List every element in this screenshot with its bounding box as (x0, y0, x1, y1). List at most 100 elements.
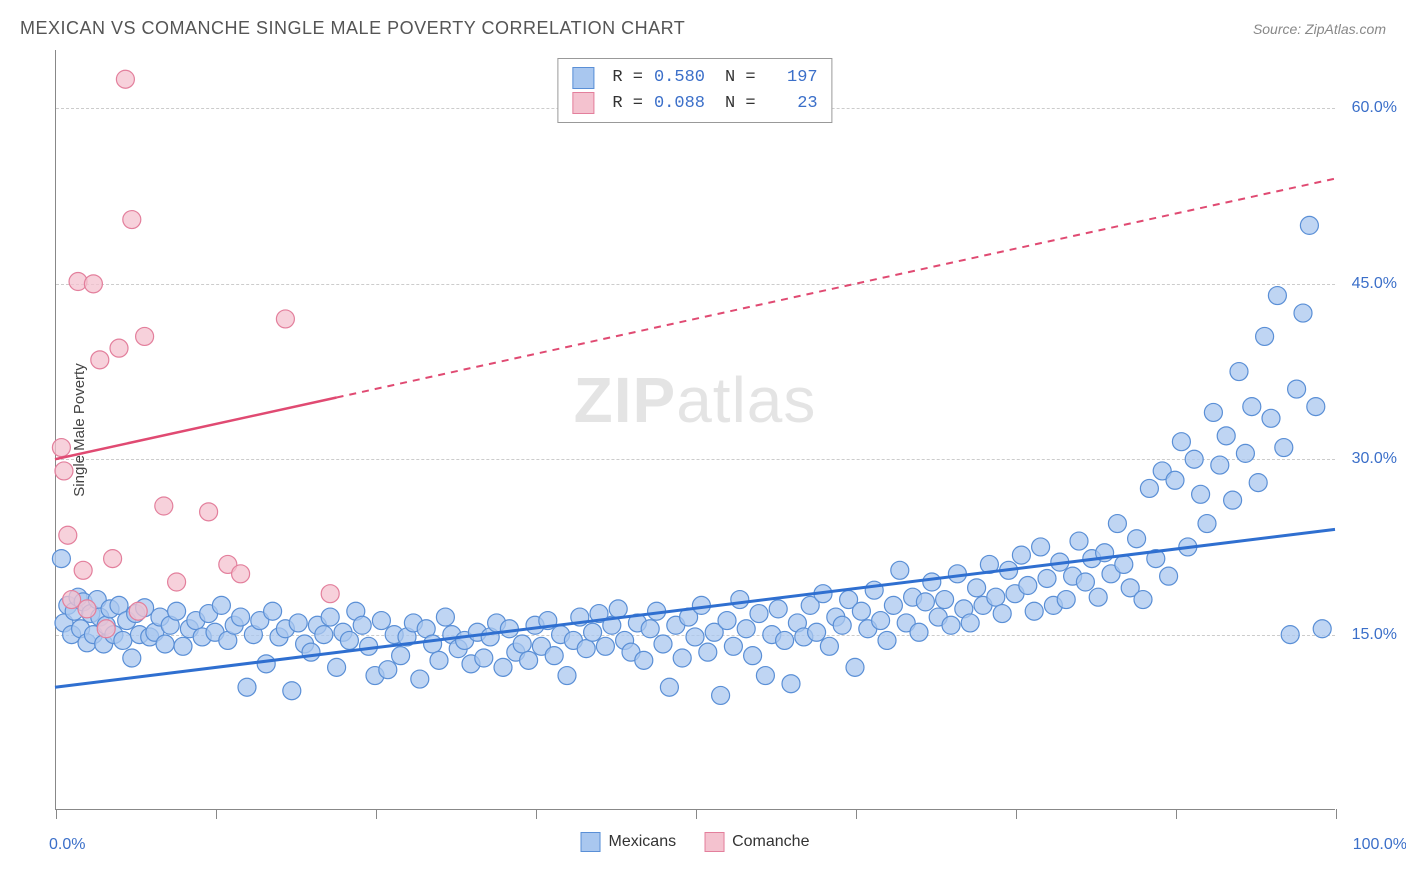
data-point (1211, 456, 1229, 474)
x-tick (536, 809, 537, 819)
data-point (750, 605, 768, 623)
data-point (321, 608, 339, 626)
data-point (340, 631, 358, 649)
data-point (1281, 626, 1299, 644)
legend-row: R =0.580N =197 (572, 65, 817, 91)
data-point (104, 550, 122, 568)
data-point (430, 651, 448, 669)
data-point (513, 635, 531, 653)
data-point (321, 585, 339, 603)
data-point (820, 637, 838, 655)
legend-swatch (704, 832, 724, 852)
trend-line-extrapolated (337, 179, 1335, 398)
data-point (276, 310, 294, 328)
x-tick (1176, 809, 1177, 819)
data-point (1243, 398, 1261, 416)
data-point (1256, 327, 1274, 345)
data-point (1128, 530, 1146, 548)
legend-n-value: 23 (766, 91, 818, 117)
data-point (1172, 433, 1190, 451)
data-point (500, 620, 518, 638)
data-point (654, 635, 672, 653)
legend-r-value: 0.580 (653, 65, 705, 91)
data-point (1057, 591, 1075, 609)
legend-row: R =0.088N =23 (572, 91, 817, 117)
data-point (756, 667, 774, 685)
data-point (1294, 304, 1312, 322)
data-point (1134, 591, 1152, 609)
data-point (936, 591, 954, 609)
data-point (833, 616, 851, 634)
legend-item: Mexicans (581, 832, 677, 852)
data-point (641, 620, 659, 638)
x-tick (1336, 809, 1337, 819)
data-point (916, 593, 934, 611)
data-point (1019, 577, 1037, 595)
data-point (1262, 409, 1280, 427)
data-point (724, 637, 742, 655)
data-point (1300, 216, 1318, 234)
x-tick (56, 809, 57, 819)
data-point (769, 600, 787, 618)
data-point (673, 649, 691, 667)
legend-r-value: 0.088 (653, 91, 705, 117)
data-point (1275, 439, 1293, 457)
data-point (577, 640, 595, 658)
plot-area: Single Male Poverty ZIPatlas R =0.580N =… (55, 50, 1335, 810)
legend-swatch (572, 92, 594, 114)
data-point (1108, 515, 1126, 533)
source-attribution: Source: ZipAtlas.com (1253, 21, 1386, 37)
data-point (718, 612, 736, 630)
trend-line (55, 397, 337, 459)
x-tick (216, 809, 217, 819)
data-point (84, 275, 102, 293)
data-point (129, 602, 147, 620)
data-point (1089, 588, 1107, 606)
data-point (776, 631, 794, 649)
data-point (238, 678, 256, 696)
data-point (1115, 555, 1133, 573)
correlation-legend: R =0.580N =197R =0.088N =23 (557, 58, 832, 123)
x-min-label: 0.0% (49, 836, 85, 854)
data-point (424, 635, 442, 653)
data-point (1313, 620, 1331, 638)
data-point (737, 620, 755, 638)
data-point (52, 550, 70, 568)
data-point (123, 649, 141, 667)
data-point (475, 649, 493, 667)
data-point (114, 631, 132, 649)
data-point (782, 675, 800, 693)
scatter-svg (55, 50, 1335, 810)
y-tick-label: 60.0% (1352, 99, 1397, 117)
data-point (372, 612, 390, 630)
data-point (1076, 573, 1094, 591)
data-point (200, 503, 218, 521)
data-point (1230, 363, 1248, 381)
data-point (712, 686, 730, 704)
data-point (1249, 474, 1267, 492)
data-point (1166, 471, 1184, 489)
data-point (212, 596, 230, 614)
data-point (545, 647, 563, 665)
data-point (1224, 491, 1242, 509)
data-point (584, 623, 602, 641)
data-point (968, 579, 986, 597)
legend-r-label: R = (612, 91, 643, 117)
data-point (156, 635, 174, 653)
x-tick (1016, 809, 1017, 819)
data-point (1204, 403, 1222, 421)
data-point (1288, 380, 1306, 398)
data-point (942, 616, 960, 634)
data-point (884, 596, 902, 614)
data-point (283, 682, 301, 700)
data-point (686, 628, 704, 646)
data-point (1307, 398, 1325, 416)
data-point (872, 612, 890, 630)
data-point (257, 655, 275, 673)
x-max-label: 100.0% (1353, 836, 1406, 854)
data-point (1268, 287, 1286, 305)
data-point (865, 581, 883, 599)
data-point (987, 588, 1005, 606)
data-point (315, 626, 333, 644)
legend-swatch (572, 67, 594, 89)
